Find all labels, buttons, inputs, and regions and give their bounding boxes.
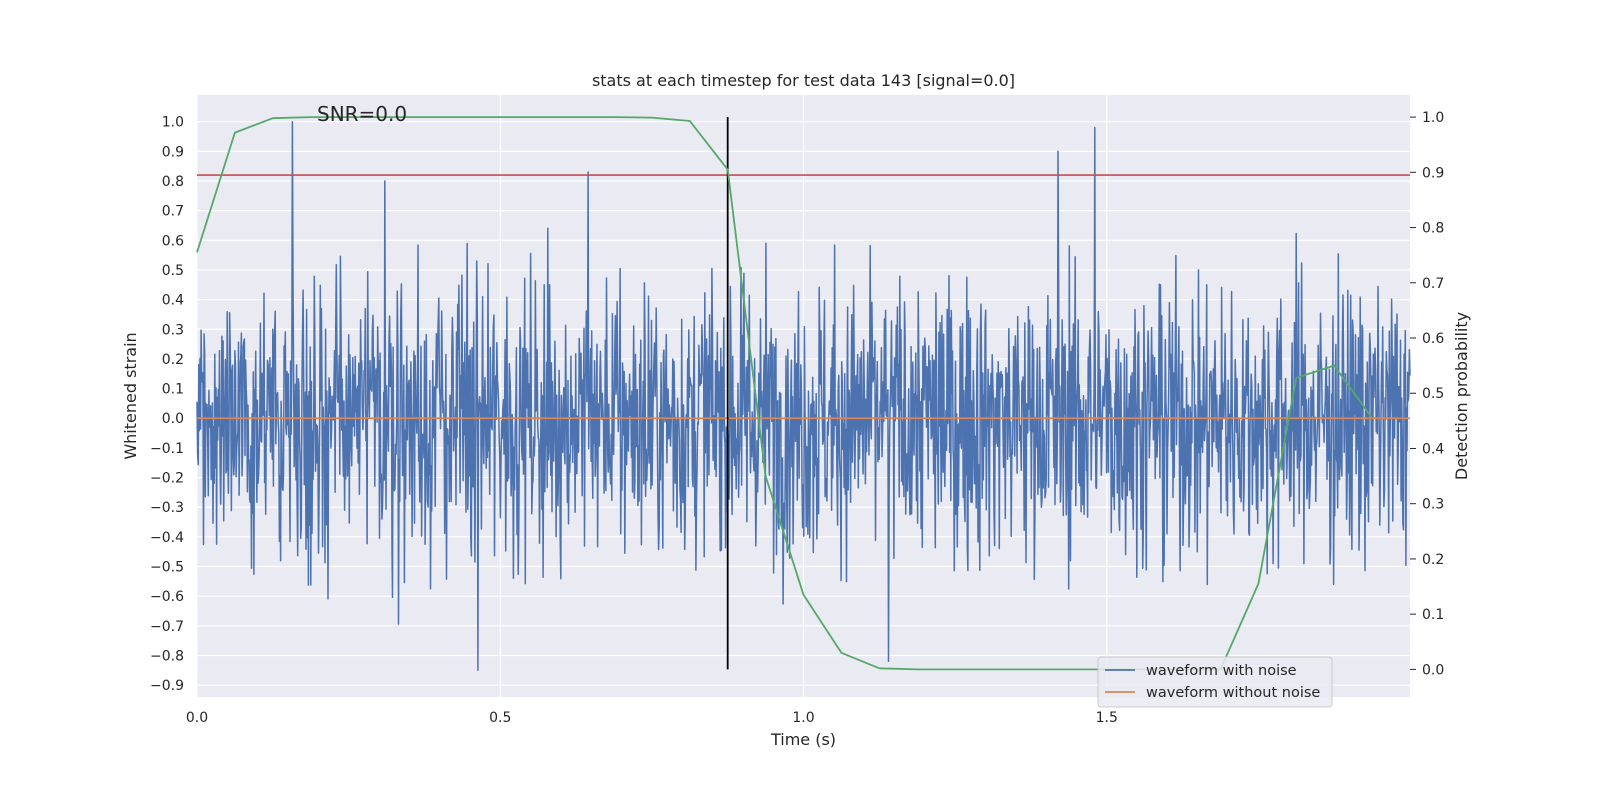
y-tick-label: 0.8 xyxy=(162,174,184,190)
x-tick-label: 0.5 xyxy=(489,710,511,726)
y2-tick-label: 0.3 xyxy=(1422,497,1444,513)
y-axis-label: Whitened strain xyxy=(121,332,140,459)
y2-tick-label: 0.2 xyxy=(1422,552,1444,568)
x-tick-label: 1.0 xyxy=(792,710,814,726)
legend-label-noise: waveform with noise xyxy=(1146,663,1297,679)
y-tick-label: −0.6 xyxy=(150,589,184,605)
y2-axis-label: Detection probability xyxy=(1452,312,1471,480)
x-axis-label: Time (s) xyxy=(770,730,836,749)
lines xyxy=(196,116,1410,671)
y2-tick-label: 0.6 xyxy=(1422,331,1444,347)
y-tick-label: −0.1 xyxy=(150,441,184,457)
y-tick-label: −0.5 xyxy=(150,560,184,576)
noise-waveform-line xyxy=(196,120,1411,672)
ticks: 1.0 0.9 0.8 0.7 0.6 0.5 0.4 0.3 0.2 0.1 0.0 −0.1 −0.… xyxy=(150,110,1444,726)
y-tick-label: −0.9 xyxy=(150,678,184,694)
y-tick-label: 1.0 xyxy=(162,115,184,131)
y2-tick-label: 1.0 xyxy=(1422,110,1444,126)
y-tick-label: 0.9 xyxy=(162,144,184,160)
snr-annotation: SNR=0.0 xyxy=(317,102,407,126)
chart-title: stats at each timestep for test data 143… xyxy=(592,71,1015,90)
y2-tick-label: 0.5 xyxy=(1422,386,1444,402)
y2-tick-label: 0.1 xyxy=(1422,607,1444,623)
x-tick-label: 0.0 xyxy=(186,710,208,726)
y-tick-label: 0.6 xyxy=(162,233,184,249)
y-tick-label: −0.3 xyxy=(150,500,184,516)
legend-box xyxy=(1097,656,1333,708)
y-tick-label: 0.2 xyxy=(162,352,184,368)
y-tick-label: 0.0 xyxy=(162,411,184,427)
y-tick-label: 0.1 xyxy=(162,382,184,398)
y2-tick-label: 0.8 xyxy=(1422,221,1444,237)
y-tick-label: −0.4 xyxy=(150,530,184,546)
y2-tick-label: 0.7 xyxy=(1422,276,1444,292)
y-tick-label: −0.8 xyxy=(150,648,184,664)
y-tick-label: −0.2 xyxy=(150,471,184,487)
noise-series xyxy=(196,120,1411,672)
y2-tick-label: 0.9 xyxy=(1422,165,1444,181)
y-tick-label: 0.3 xyxy=(162,322,184,338)
y-tick-label: 0.4 xyxy=(162,293,184,309)
y2-tick-label: 0.4 xyxy=(1422,441,1444,457)
y-tick-label: 0.7 xyxy=(162,204,184,220)
x-tick-label: 1.5 xyxy=(1096,710,1118,726)
y-tick-label: −0.7 xyxy=(150,619,184,635)
legend-label-clean: waveform without noise xyxy=(1146,685,1320,701)
legend: waveform with noise waveform without noi… xyxy=(1097,656,1333,708)
y2-tick-label: 0.0 xyxy=(1422,662,1444,678)
y-tick-label: 0.5 xyxy=(162,263,184,279)
